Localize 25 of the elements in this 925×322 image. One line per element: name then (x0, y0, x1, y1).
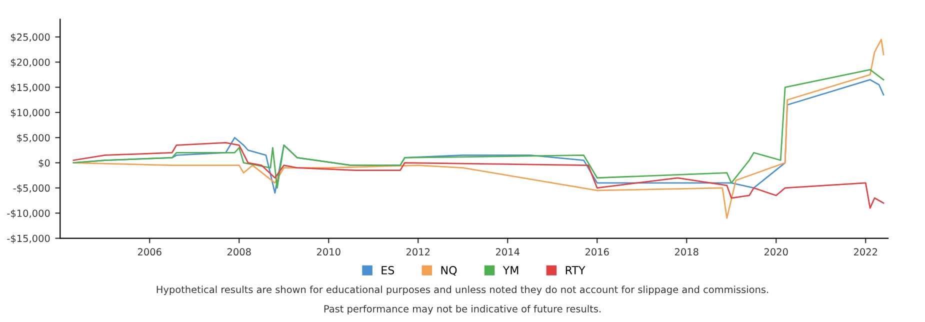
y-tick-label: $0 (38, 159, 50, 168)
x-tick-label: 2012 (406, 248, 430, 256)
y-tick-label: $10,000 (11, 108, 50, 118)
y-tick-label: $20,000 (11, 58, 50, 68)
legend-label: ES (382, 266, 394, 274)
x-tick-label: 2014 (496, 248, 520, 256)
y-tick-label: $5,000 (17, 134, 50, 143)
x-tick-label: 2016 (585, 248, 609, 256)
legend-label: YM (502, 266, 518, 274)
y-tick-label: $25,000 (11, 33, 50, 42)
x-tick-label: 2020 (764, 248, 788, 256)
y-tick-label: -$15,000 (7, 234, 50, 244)
x-tick-label: 2006 (138, 248, 162, 256)
x-tick-label: 2010 (316, 248, 340, 256)
text: Hypothetical results are shown for educational purposes and unless noted they do not account for slippage and commissions. (156, 286, 768, 296)
line-series (72, 142, 884, 209)
y-tick-label: $15,000 (11, 84, 50, 92)
legend-label: RTY (566, 266, 586, 274)
legend-label: NQ (441, 266, 457, 276)
x-tick-label: 2008 (227, 248, 251, 256)
y-tick-label: -$10,000 (7, 209, 50, 218)
y-tick-label: -$5,000 (13, 184, 50, 194)
text: Past performance may not be indicative of future results. (324, 304, 601, 314)
x-tick-label: 2018 (674, 248, 698, 256)
x-tick-label: 2022 (854, 248, 878, 256)
